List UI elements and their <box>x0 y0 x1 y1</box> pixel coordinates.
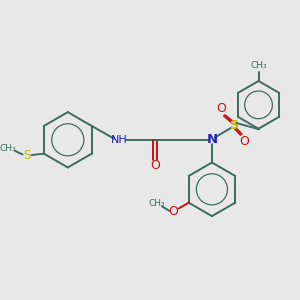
Text: S: S <box>229 119 238 132</box>
Text: CH₃: CH₃ <box>251 61 267 70</box>
Text: O: O <box>240 135 250 148</box>
Text: S: S <box>23 148 31 162</box>
Text: NH: NH <box>111 135 128 145</box>
Text: O: O <box>217 102 226 115</box>
Text: CH₃: CH₃ <box>148 199 165 208</box>
Text: N: N <box>206 133 218 146</box>
Text: O: O <box>169 205 178 218</box>
Text: O: O <box>150 159 160 172</box>
Text: CH₃: CH₃ <box>0 144 16 153</box>
